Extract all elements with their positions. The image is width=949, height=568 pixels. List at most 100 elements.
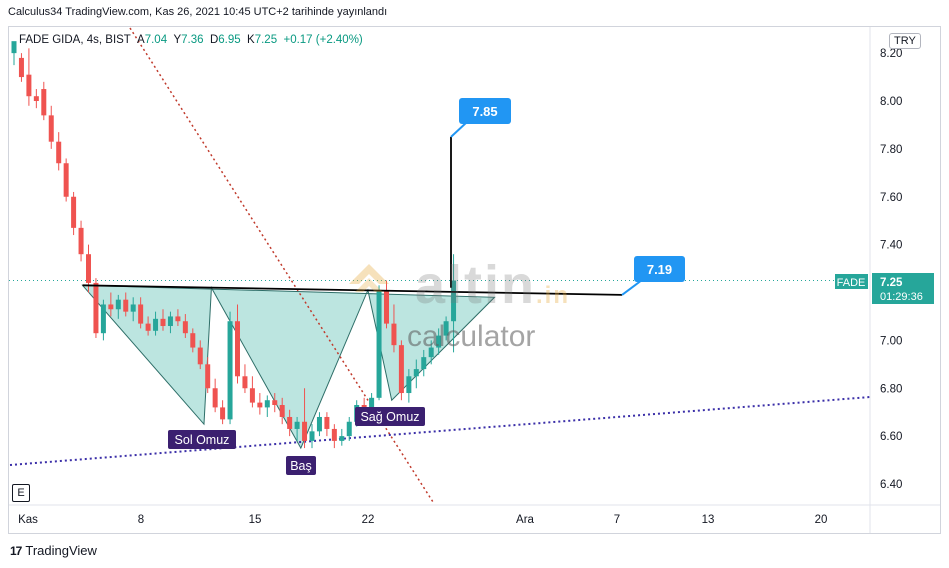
candle-body bbox=[48, 115, 54, 142]
candle-body bbox=[339, 436, 345, 441]
candle-body bbox=[324, 416, 330, 429]
candle-body bbox=[235, 321, 240, 377]
candle-body bbox=[145, 323, 151, 331]
candle-body bbox=[413, 369, 419, 377]
x-tick-label: 13 bbox=[702, 514, 715, 526]
support-trend-line bbox=[9, 396, 871, 466]
candle-body bbox=[451, 280, 457, 322]
events-button[interactable]: E bbox=[12, 484, 30, 502]
candle-body bbox=[115, 299, 121, 310]
candles-group bbox=[11, 41, 457, 449]
y-tick-label: 6.60 bbox=[880, 431, 902, 443]
candle-body bbox=[309, 431, 315, 441]
legend-high-value: 7.36 bbox=[181, 34, 204, 46]
candle-body bbox=[205, 364, 211, 389]
price-tag-countdown: 01:29:36 bbox=[880, 291, 923, 303]
candle-body bbox=[443, 321, 449, 336]
ticker-tag-text: FADE bbox=[837, 277, 866, 289]
candle-body bbox=[197, 347, 203, 365]
candle-body bbox=[212, 388, 218, 408]
neckline-callout-pointer bbox=[621, 279, 643, 296]
candle-body bbox=[331, 428, 337, 441]
watermark-logo-icon bbox=[349, 264, 389, 292]
x-tick-label: 7 bbox=[614, 514, 620, 526]
neckline-callout-text: 7.19 bbox=[647, 262, 672, 277]
watermark: altin.in calculator bbox=[349, 255, 570, 353]
candle-body bbox=[428, 347, 434, 358]
candle-body bbox=[167, 316, 173, 327]
candle-body bbox=[11, 41, 17, 54]
candle-body bbox=[56, 141, 62, 164]
candle-body bbox=[33, 96, 39, 101]
legend-low-value: 6.95 bbox=[218, 34, 241, 46]
candle-body bbox=[279, 405, 285, 417]
neckline-callout-box bbox=[634, 256, 685, 282]
candle-body bbox=[406, 376, 412, 394]
downtrend-line bbox=[129, 27, 434, 503]
candle-body bbox=[272, 400, 278, 406]
candle-body bbox=[93, 282, 99, 334]
x-tick-label: Ara bbox=[516, 514, 535, 526]
candle-body bbox=[108, 304, 114, 310]
head-label-text: Baş bbox=[290, 459, 312, 473]
currency-badge[interactable]: TRY bbox=[889, 33, 921, 49]
x-tick-label: 15 bbox=[249, 514, 262, 526]
watermark-sub: calculator bbox=[407, 320, 536, 353]
candle-body bbox=[316, 416, 322, 432]
candle-body bbox=[346, 421, 352, 437]
neckline-callout: 7.19 bbox=[621, 256, 685, 296]
price-tag-box bbox=[872, 273, 934, 304]
x-tick-label: 20 bbox=[815, 514, 828, 526]
legend-change: +0.17 (+2.40%) bbox=[283, 34, 363, 46]
footer-brand-name: TradingView bbox=[25, 543, 97, 558]
candle-body bbox=[294, 421, 300, 429]
candle-body bbox=[302, 421, 308, 441]
publication-line: Calculus34 TradingView.com, Kas 26, 2021… bbox=[8, 6, 388, 18]
price-tag-value: 7.25 bbox=[880, 277, 903, 289]
watermark-main: altin bbox=[415, 255, 537, 315]
ticker-tag-box bbox=[835, 274, 868, 289]
candle-body bbox=[391, 323, 397, 346]
candle-body bbox=[376, 290, 382, 398]
candle-body bbox=[78, 227, 84, 255]
candle-body bbox=[153, 318, 159, 331]
legend-open-label: A bbox=[137, 34, 145, 46]
chart-frame bbox=[8, 26, 941, 534]
legend-open-value: 7.04 bbox=[144, 34, 168, 46]
candle-body bbox=[242, 376, 248, 389]
candle-body bbox=[41, 89, 47, 116]
y-tick-label: 6.80 bbox=[880, 383, 902, 395]
left-shoulder-label-text: Sol Omuz bbox=[175, 433, 230, 447]
y-tick-label: 7.60 bbox=[880, 192, 902, 204]
neckline bbox=[82, 284, 623, 296]
candle-body bbox=[384, 290, 389, 324]
candle-body bbox=[398, 345, 404, 394]
legend-high-label: Y bbox=[173, 34, 182, 46]
candle-body bbox=[63, 163, 69, 197]
legend-symbol[interactable]: FADE GIDA, 4s, BIST bbox=[19, 34, 131, 46]
candle-body bbox=[190, 333, 196, 348]
x-tick-label: 8 bbox=[138, 514, 144, 526]
candle-body bbox=[249, 388, 255, 403]
legend-close-label: K bbox=[247, 34, 255, 46]
left-shoulder-label-box bbox=[168, 430, 236, 449]
candle-body bbox=[100, 304, 106, 334]
candle-body bbox=[138, 304, 144, 324]
y-tick-label: 8.00 bbox=[880, 96, 902, 108]
tradingview-logo-icon: 17 bbox=[10, 543, 22, 558]
legend-close-value: 7.25 bbox=[254, 34, 278, 46]
candle-body bbox=[421, 357, 427, 370]
candle-body bbox=[130, 304, 136, 312]
candle-body bbox=[182, 321, 188, 334]
target-callout: 7.85 bbox=[450, 98, 511, 138]
x-tick-label: 22 bbox=[362, 514, 375, 526]
y-tick-label: 7.00 bbox=[880, 335, 902, 347]
target-callout-text: 7.85 bbox=[472, 104, 497, 119]
y-tick-label: 7.80 bbox=[880, 144, 902, 156]
target-callout-pointer bbox=[450, 121, 468, 138]
candle-body bbox=[257, 402, 263, 408]
candle-body bbox=[436, 335, 442, 348]
target-callout-box bbox=[459, 98, 511, 124]
head-label-box bbox=[286, 456, 316, 475]
